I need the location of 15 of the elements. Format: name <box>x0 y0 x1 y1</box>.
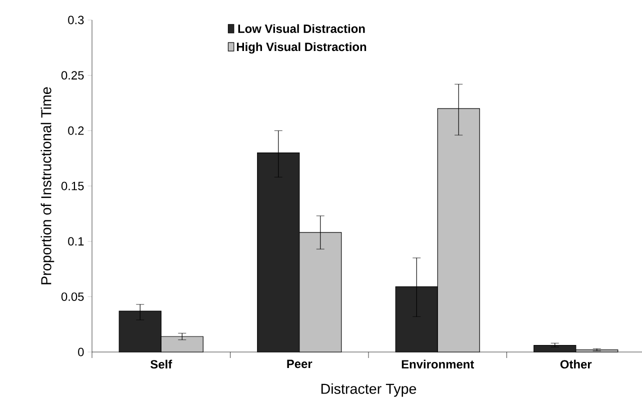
y-axis-title: Proportion of Instructional Time <box>40 87 54 284</box>
x-tick-label: Peer <box>287 360 312 368</box>
x-tick-label: Self <box>150 360 172 369</box>
y-tick-label: 0.1 <box>68 237 84 246</box>
x-axis-title: Distracter Type <box>321 383 416 397</box>
y-tick-label: 0.05 <box>61 292 84 301</box>
y-tick-label: 0.3 <box>68 16 84 24</box>
y-tick-label: 0.25 <box>61 71 84 80</box>
x-tick-label: Other <box>560 360 592 369</box>
y-tick-label: 0.15 <box>61 182 84 190</box>
y-tick-label: 0 <box>78 348 84 356</box>
x-tick-label: Environment <box>402 360 474 369</box>
legend-label: High Visual Distraction <box>236 42 366 54</box>
y-tick-label: 0.2 <box>68 126 84 135</box>
legend-label: Low Visual Distraction <box>238 24 365 33</box>
